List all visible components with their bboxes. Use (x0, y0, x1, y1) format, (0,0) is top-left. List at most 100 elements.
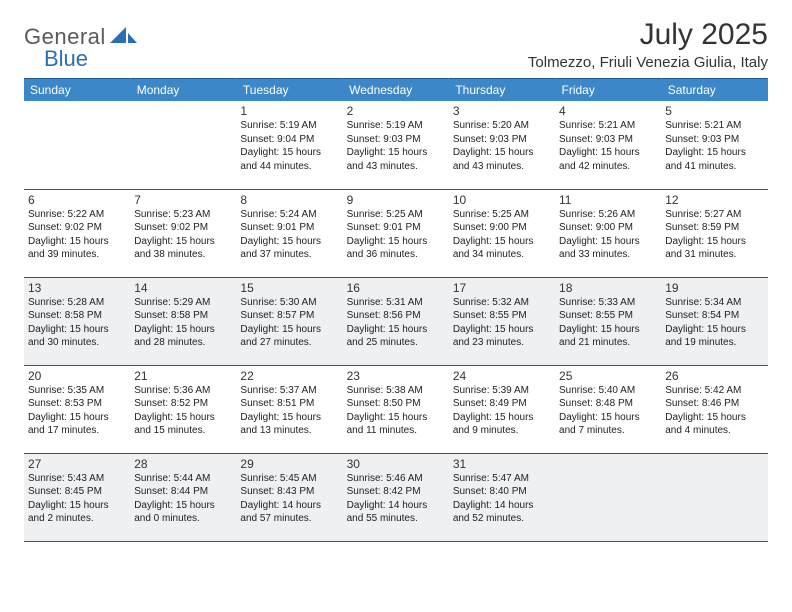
dl1-text: Daylight: 15 hours (134, 411, 232, 425)
dl1-text: Daylight: 15 hours (240, 146, 338, 160)
dl1-text: Daylight: 15 hours (28, 323, 126, 337)
sunrise-text: Sunrise: 5:27 AM (665, 208, 763, 222)
sunset-text: Sunset: 8:43 PM (240, 485, 338, 499)
dl1-text: Daylight: 15 hours (559, 411, 657, 425)
calendar-cell (130, 101, 236, 189)
dl1-text: Daylight: 15 hours (453, 411, 551, 425)
day-number: 26 (665, 369, 763, 383)
calendar-cell: 5Sunrise: 5:21 AMSunset: 9:03 PMDaylight… (661, 101, 767, 189)
sunset-text: Sunset: 9:04 PM (240, 133, 338, 147)
dl1-text: Daylight: 15 hours (559, 235, 657, 249)
day-number: 27 (28, 457, 126, 471)
sunrise-text: Sunrise: 5:44 AM (134, 472, 232, 486)
day-number: 29 (240, 457, 338, 471)
calendar-cell: 13Sunrise: 5:28 AMSunset: 8:58 PMDayligh… (24, 277, 130, 365)
day-number: 30 (347, 457, 445, 471)
sunrise-text: Sunrise: 5:35 AM (28, 384, 126, 398)
sunrise-text: Sunrise: 5:25 AM (453, 208, 551, 222)
day-header: Tuesday (236, 79, 342, 102)
dl2-text: and 55 minutes. (347, 512, 445, 526)
day-number: 28 (134, 457, 232, 471)
dl2-text: and 4 minutes. (665, 424, 763, 438)
dl2-text: and 38 minutes. (134, 248, 232, 262)
calendar-week-row: 1Sunrise: 5:19 AMSunset: 9:04 PMDaylight… (24, 101, 768, 189)
dl2-text: and 36 minutes. (347, 248, 445, 262)
day-number: 2 (347, 104, 445, 118)
dl1-text: Daylight: 15 hours (240, 411, 338, 425)
dl1-text: Daylight: 15 hours (347, 146, 445, 160)
dl2-text: and 52 minutes. (453, 512, 551, 526)
day-number: 9 (347, 193, 445, 207)
sunset-text: Sunset: 8:49 PM (453, 397, 551, 411)
day-number: 3 (453, 104, 551, 118)
calendar-cell (24, 101, 130, 189)
dl2-text: and 25 minutes. (347, 336, 445, 350)
dl1-text: Daylight: 15 hours (453, 146, 551, 160)
day-number: 11 (559, 193, 657, 207)
dl1-text: Daylight: 14 hours (453, 499, 551, 513)
calendar-cell: 30Sunrise: 5:46 AMSunset: 8:42 PMDayligh… (343, 453, 449, 541)
sunrise-text: Sunrise: 5:32 AM (453, 296, 551, 310)
calendar-cell: 15Sunrise: 5:30 AMSunset: 8:57 PMDayligh… (236, 277, 342, 365)
sunrise-text: Sunrise: 5:42 AM (665, 384, 763, 398)
dl1-text: Daylight: 15 hours (134, 499, 232, 513)
sunrise-text: Sunrise: 5:24 AM (240, 208, 338, 222)
dl1-text: Daylight: 15 hours (240, 323, 338, 337)
calendar-cell: 29Sunrise: 5:45 AMSunset: 8:43 PMDayligh… (236, 453, 342, 541)
dl2-text: and 27 minutes. (240, 336, 338, 350)
sunset-text: Sunset: 8:55 PM (453, 309, 551, 323)
calendar-cell: 1Sunrise: 5:19 AMSunset: 9:04 PMDaylight… (236, 101, 342, 189)
day-header: Sunday (24, 79, 130, 102)
sunrise-text: Sunrise: 5:26 AM (559, 208, 657, 222)
day-number: 4 (559, 104, 657, 118)
dl1-text: Daylight: 15 hours (453, 235, 551, 249)
calendar-cell: 23Sunrise: 5:38 AMSunset: 8:50 PMDayligh… (343, 365, 449, 453)
sunrise-text: Sunrise: 5:46 AM (347, 472, 445, 486)
location-text: Tolmezzo, Friuli Venezia Giulia, Italy (528, 54, 768, 71)
sunrise-text: Sunrise: 5:23 AM (134, 208, 232, 222)
sunrise-text: Sunrise: 5:29 AM (134, 296, 232, 310)
sunrise-text: Sunrise: 5:43 AM (28, 472, 126, 486)
sunset-text: Sunset: 9:03 PM (347, 133, 445, 147)
calendar-cell: 18Sunrise: 5:33 AMSunset: 8:55 PMDayligh… (555, 277, 661, 365)
dl2-text: and 34 minutes. (453, 248, 551, 262)
dl2-text: and 9 minutes. (453, 424, 551, 438)
dl1-text: Daylight: 15 hours (28, 499, 126, 513)
dl2-text: and 23 minutes. (453, 336, 551, 350)
calendar-cell: 6Sunrise: 5:22 AMSunset: 9:02 PMDaylight… (24, 189, 130, 277)
sunrise-text: Sunrise: 5:39 AM (453, 384, 551, 398)
dl2-text: and 31 minutes. (665, 248, 763, 262)
sunrise-text: Sunrise: 5:47 AM (453, 472, 551, 486)
sunset-text: Sunset: 8:58 PM (28, 309, 126, 323)
dl1-text: Daylight: 15 hours (240, 235, 338, 249)
dl2-text: and 15 minutes. (134, 424, 232, 438)
day-number: 18 (559, 281, 657, 295)
sunrise-text: Sunrise: 5:20 AM (453, 119, 551, 133)
brand-word2: Blue (44, 46, 138, 72)
month-title: July 2025 (528, 18, 768, 52)
dl1-text: Daylight: 15 hours (134, 235, 232, 249)
sunset-text: Sunset: 8:55 PM (559, 309, 657, 323)
sunset-text: Sunset: 9:01 PM (347, 221, 445, 235)
dl1-text: Daylight: 15 hours (347, 323, 445, 337)
calendar-cell: 22Sunrise: 5:37 AMSunset: 8:51 PMDayligh… (236, 365, 342, 453)
sunset-text: Sunset: 9:03 PM (453, 133, 551, 147)
dl2-text: and 30 minutes. (28, 336, 126, 350)
sunset-text: Sunset: 8:48 PM (559, 397, 657, 411)
day-number: 23 (347, 369, 445, 383)
sunset-text: Sunset: 9:00 PM (453, 221, 551, 235)
day-number: 8 (240, 193, 338, 207)
day-header: Monday (130, 79, 236, 102)
dl2-text: and 42 minutes. (559, 160, 657, 174)
day-number: 25 (559, 369, 657, 383)
dl2-text: and 33 minutes. (559, 248, 657, 262)
calendar-table: Sunday Monday Tuesday Wednesday Thursday… (24, 78, 768, 542)
sunrise-text: Sunrise: 5:33 AM (559, 296, 657, 310)
sunset-text: Sunset: 9:01 PM (240, 221, 338, 235)
sunrise-text: Sunrise: 5:21 AM (559, 119, 657, 133)
sunrise-text: Sunrise: 5:19 AM (347, 119, 445, 133)
dl1-text: Daylight: 15 hours (665, 323, 763, 337)
calendar-cell (661, 453, 767, 541)
calendar-cell: 19Sunrise: 5:34 AMSunset: 8:54 PMDayligh… (661, 277, 767, 365)
day-number: 13 (28, 281, 126, 295)
